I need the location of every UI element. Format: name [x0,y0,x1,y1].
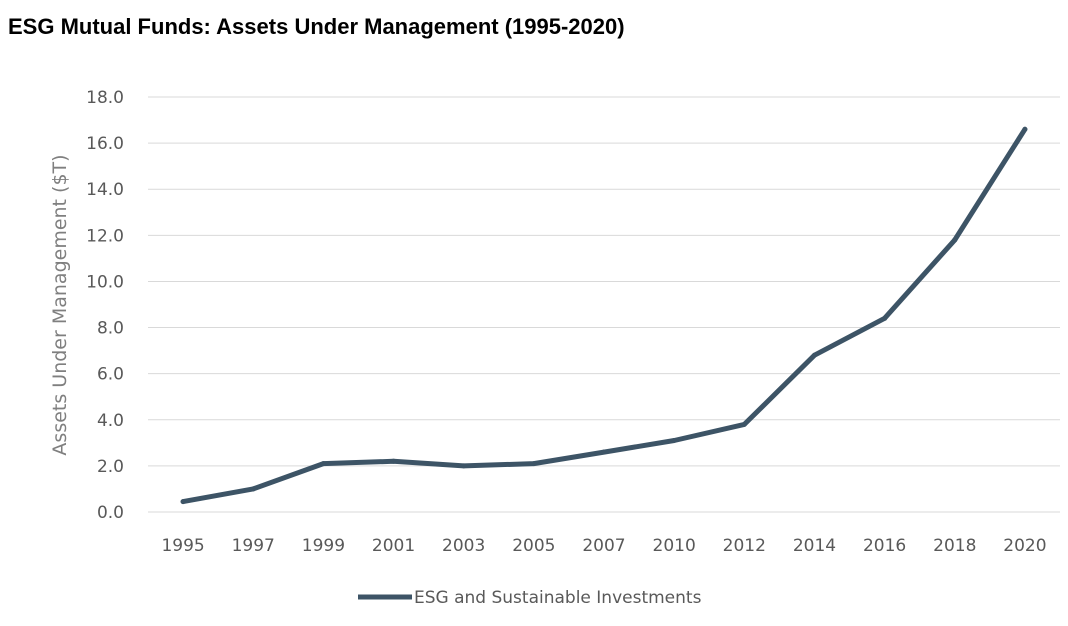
gridlines [148,96,1060,513]
chart-title: ESG Mutual Funds: Assets Under Managemen… [8,14,625,39]
y-axis-title: Assets Under Management ($T) [49,154,71,455]
data-point [952,237,958,243]
y-tick-label: 2.0 [97,457,124,477]
y-tick-label: 4.0 [97,411,124,431]
data-point [391,458,397,464]
x-tick-label: 2014 [793,536,836,556]
y-tick-label: 6.0 [97,365,124,385]
data-point [531,461,537,467]
data-point [882,315,888,321]
y-tick-label: 18.0 [86,88,124,108]
data-point [1022,126,1028,132]
data-point [461,463,467,469]
y-tick-label: 0.0 [97,503,124,523]
series-line [180,126,1028,505]
y-tick-label: 14.0 [86,180,124,200]
y-tick-label: 16.0 [86,134,124,154]
x-tick-label: 2001 [372,536,415,556]
x-tick-label: 2003 [442,536,485,556]
x-tick-label: 2005 [512,536,555,556]
x-tick-label: 2012 [723,536,766,556]
data-point [320,461,326,467]
legend-label: ESG and Sustainable Investments [414,588,702,608]
x-tick-label: 1997 [232,536,275,556]
y-tick-labels: 0.0 2.0 4.0 6.0 8.0 10.0 12.0 14.0 16.0 18.0 [86,88,124,523]
y-tick-label: 12.0 [86,226,124,246]
x-tick-label: 2020 [1003,536,1046,556]
x-tick-label: 2016 [863,536,906,556]
series-group [180,126,1028,505]
y-tick-label: 8.0 [97,319,124,339]
data-point [180,499,186,505]
x-tick-label: 1999 [302,536,345,556]
data-point [250,486,256,492]
data-point [811,352,817,358]
data-point [601,449,607,455]
x-tick-labels: 1995 1997 1999 2001 2003 2005 2007 2010 2012 2014… [161,536,1046,556]
data-point [671,438,677,444]
x-tick-label: 1995 [161,536,204,556]
data-point [741,421,747,427]
x-tick-label: 2018 [933,536,976,556]
legend: ESG and Sustainable Investments [358,588,702,608]
x-tick-label: 2010 [653,536,696,556]
x-tick-label: 2007 [582,536,625,556]
y-tick-label: 10.0 [86,272,124,292]
